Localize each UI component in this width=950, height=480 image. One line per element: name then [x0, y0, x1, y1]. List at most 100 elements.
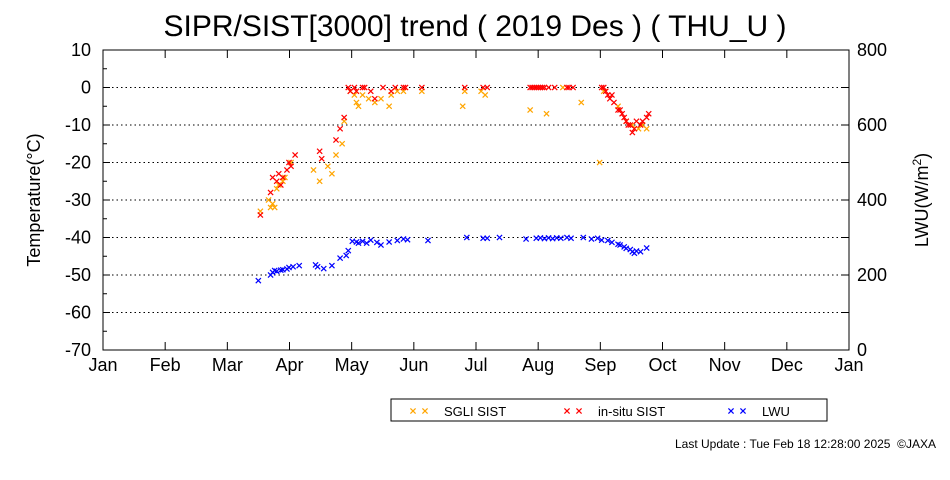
data-point [610, 99, 617, 106]
data-point [318, 155, 325, 162]
data-point [424, 237, 431, 244]
data-point [617, 241, 624, 249]
data-point [377, 95, 384, 102]
data-point [316, 178, 323, 185]
x-tick-label: Sep [584, 355, 616, 375]
data-point [314, 263, 321, 270]
data-point [285, 159, 293, 166]
data-point [353, 88, 360, 95]
data-point [359, 84, 366, 91]
legend-marker [421, 407, 429, 415]
data-point [332, 151, 340, 159]
data-point [355, 103, 362, 110]
series-lwu [255, 234, 650, 284]
data-point [345, 247, 352, 254]
data-point [404, 236, 411, 243]
data-point [373, 239, 380, 246]
data-point [568, 235, 575, 242]
data-point [602, 88, 609, 95]
data-point [484, 235, 491, 242]
grid-lines [103, 87, 849, 313]
y2-tick-label: 600 [857, 115, 887, 135]
copyright-text: ©JAXA [897, 437, 936, 451]
data-point [292, 151, 299, 159]
data-point [269, 200, 276, 207]
data-point [482, 91, 489, 99]
x-tick-label: Dec [771, 355, 803, 375]
data-point [371, 95, 378, 102]
data-point [570, 84, 577, 91]
legend-marker [575, 407, 583, 415]
data-point [267, 189, 274, 196]
data-point [324, 163, 331, 170]
data-point [290, 263, 297, 270]
data-point [418, 84, 425, 91]
data-point [277, 181, 284, 189]
data-point [637, 248, 644, 255]
data-point [545, 84, 552, 91]
last-update-text: Last Update : Tue Feb 18 12:28:00 2025 [674, 437, 891, 451]
data-point [588, 235, 595, 243]
x-tick-label: May [335, 355, 369, 375]
data-point [339, 140, 346, 147]
data-point [337, 255, 344, 262]
data-point [496, 234, 503, 241]
data-point [580, 234, 587, 241]
data-point [343, 252, 350, 259]
data-point [359, 91, 366, 99]
footer: Last Update : Tue Feb 18 12:28:00 2025 ©… [675, 437, 936, 451]
y-tick-label: -20 [65, 153, 91, 173]
data-point [392, 84, 399, 91]
data-point [643, 125, 650, 132]
series-in-situ-sist [257, 84, 652, 219]
data-point [355, 240, 362, 247]
y2-tick-label: 200 [857, 265, 887, 285]
data-point [273, 268, 280, 275]
data-point [345, 84, 352, 91]
y-tick-label: -30 [65, 190, 91, 210]
x-tick-label: Aug [522, 355, 554, 375]
data-point [629, 129, 636, 136]
data-point [367, 88, 374, 95]
y-tick-label: -50 [65, 265, 91, 285]
x-tick-label: Jan [834, 355, 863, 375]
data-point [637, 121, 644, 129]
legend-label: LWU [762, 404, 790, 419]
data-point [361, 84, 368, 91]
data-point [277, 267, 284, 274]
y-tick-label: -70 [65, 340, 91, 360]
y2-tick-label: 0 [857, 340, 867, 360]
y-axis-label: Temperature(°C) [24, 133, 44, 266]
data-point [328, 170, 335, 177]
data-point [461, 84, 468, 91]
data-point [578, 99, 585, 106]
data-point [341, 114, 348, 121]
data-point [255, 277, 262, 284]
data-point [351, 84, 358, 91]
legend-marker [563, 407, 571, 415]
data-point [539, 84, 546, 91]
data-point [402, 84, 409, 91]
data-point [527, 106, 534, 114]
data-point [296, 262, 303, 269]
x-tick-label: Jun [399, 355, 428, 375]
x-tick-label: Nov [709, 355, 741, 375]
data-point [337, 125, 344, 132]
data-point [594, 235, 601, 242]
data-point [363, 240, 370, 247]
legend-marker [739, 407, 747, 415]
data-point [379, 84, 387, 91]
data-point [279, 174, 286, 181]
data-point [600, 84, 607, 91]
data-point [288, 163, 295, 170]
data-point [563, 84, 570, 91]
data-point [551, 84, 558, 91]
data-point [619, 110, 626, 117]
y2-tick-label: 400 [857, 190, 887, 210]
x-tick-label: Apr [275, 355, 303, 375]
data-point [353, 99, 360, 106]
data-point [621, 114, 628, 121]
data-point [645, 110, 652, 117]
data-point [386, 238, 393, 246]
data-point [365, 95, 372, 102]
